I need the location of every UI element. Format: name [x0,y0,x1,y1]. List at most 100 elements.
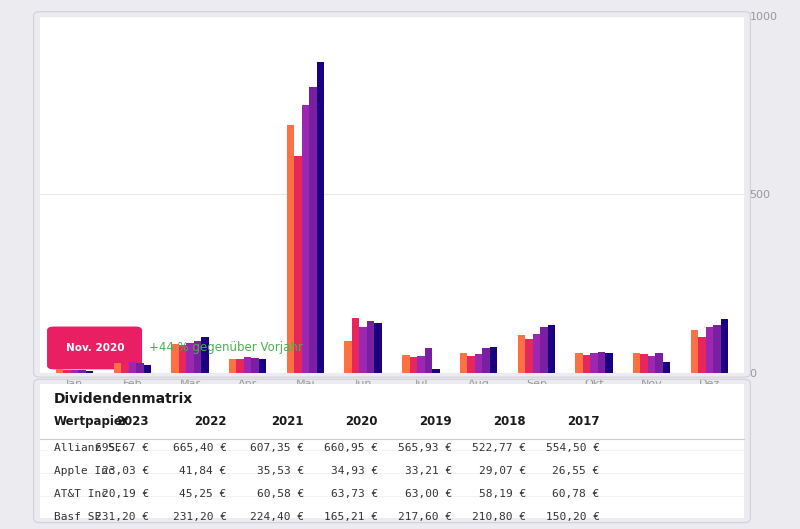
Text: Allianz SE: Allianz SE [54,443,122,453]
Bar [374,323,382,373]
Text: 217,60 €: 217,60 € [398,512,452,522]
Text: 60,58 €: 60,58 € [257,489,304,499]
Bar [202,338,209,373]
Bar [648,356,655,373]
Text: 565,93 €: 565,93 € [398,443,452,453]
Text: 23,03 €: 23,03 € [102,466,149,476]
FancyBboxPatch shape [47,326,142,369]
Text: 210,80 €: 210,80 € [472,512,526,522]
Bar [286,125,294,373]
Bar [259,359,266,373]
Text: 2017: 2017 [567,415,600,428]
Text: 150,20 €: 150,20 € [546,512,600,522]
Text: 35,53 €: 35,53 € [257,466,304,476]
Bar [78,370,86,373]
Bar [410,357,417,373]
Bar [186,343,194,373]
Bar [432,369,440,373]
Bar [71,370,78,373]
Text: 607,35 €: 607,35 € [250,443,304,453]
Bar [706,326,713,373]
Bar [582,355,590,373]
Bar [171,344,178,373]
Text: 2020: 2020 [346,415,378,428]
Bar [641,354,648,373]
Bar [129,362,136,373]
Bar [344,341,352,373]
Text: 2021: 2021 [271,415,304,428]
Bar [663,362,670,373]
Text: 26,55 €: 26,55 € [553,466,600,476]
Text: 29,07 €: 29,07 € [478,466,526,476]
Text: 45,25 €: 45,25 € [179,489,226,499]
Bar [425,348,432,373]
Bar [86,371,94,373]
Text: Wertpapier: Wertpapier [54,415,129,428]
Bar [302,105,309,373]
Bar [251,358,259,373]
Bar [525,339,533,373]
Text: 695,67 €: 695,67 € [95,443,149,453]
Bar [698,338,706,373]
Bar [229,359,237,373]
Bar [114,363,121,373]
Text: 224,40 €: 224,40 € [250,512,304,522]
Text: Nov. 2020: Nov. 2020 [66,343,124,353]
Text: 231,20 €: 231,20 € [173,512,226,522]
Bar [633,353,641,373]
Text: 2019: 2019 [419,415,452,428]
Bar [490,347,498,373]
Bar [575,353,582,373]
Text: AT&T Inc: AT&T Inc [54,489,108,499]
Text: Basf SE: Basf SE [54,512,102,522]
Bar [367,321,374,373]
Text: 33,21 €: 33,21 € [405,466,452,476]
Text: 60,78 €: 60,78 € [553,489,600,499]
Bar [136,363,143,373]
Bar [547,325,555,373]
Text: 41,84 €: 41,84 € [179,466,226,476]
Bar [63,370,71,373]
Bar [533,334,540,373]
Bar [690,330,698,373]
Bar [475,354,482,373]
Bar [359,326,367,373]
Bar [713,325,721,373]
Text: Dividendenmatrix: Dividendenmatrix [54,391,194,406]
Bar [244,357,251,373]
Bar [590,353,598,373]
Text: 165,21 €: 165,21 € [324,512,378,522]
Bar [402,355,410,373]
Bar [417,356,425,373]
Bar [655,353,663,373]
Bar [143,365,151,373]
Bar [309,87,317,373]
Text: 58,19 €: 58,19 € [478,489,526,499]
Bar [194,341,202,373]
Text: 2022: 2022 [194,415,226,428]
Bar [540,326,547,373]
Text: 2018: 2018 [493,415,526,428]
Text: 231,20 €: 231,20 € [95,512,149,522]
Bar [237,359,244,373]
Text: 522,77 €: 522,77 € [472,443,526,453]
Bar [598,352,606,373]
Bar [352,317,359,373]
Bar [467,356,475,373]
Bar [56,369,63,373]
Bar [460,353,467,373]
Text: 2023: 2023 [117,415,149,428]
Bar [294,156,302,373]
Text: 20,19 €: 20,19 € [102,489,149,499]
Text: 63,00 €: 63,00 € [405,489,452,499]
Bar [317,62,324,373]
Text: 63,73 €: 63,73 € [330,489,378,499]
Text: 34,93 €: 34,93 € [330,466,378,476]
Text: Apple Inc: Apple Inc [54,466,115,476]
Text: +44 % gegenüber Vorjahr: +44 % gegenüber Vorjahr [149,341,303,354]
Text: 665,40 €: 665,40 € [173,443,226,453]
Bar [482,348,490,373]
Text: 660,95 €: 660,95 € [324,443,378,453]
Text: 554,50 €: 554,50 € [546,443,600,453]
Bar [606,353,613,373]
